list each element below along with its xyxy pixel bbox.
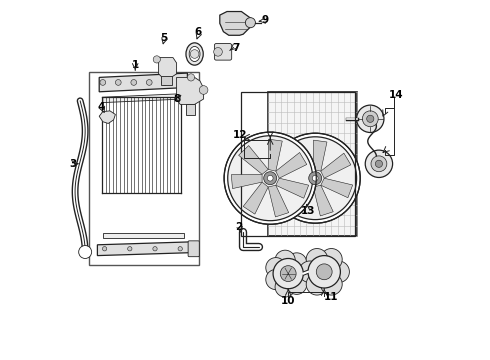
Polygon shape	[313, 140, 327, 171]
Circle shape	[320, 274, 342, 295]
Bar	[103, 233, 184, 238]
Circle shape	[275, 277, 295, 297]
Text: 4: 4	[98, 102, 105, 112]
Polygon shape	[289, 182, 313, 213]
Polygon shape	[98, 242, 189, 256]
Circle shape	[264, 172, 277, 185]
Circle shape	[275, 250, 295, 270]
Circle shape	[153, 56, 160, 63]
Text: 5: 5	[160, 33, 168, 43]
Text: 13: 13	[301, 206, 315, 216]
Circle shape	[79, 246, 92, 258]
Polygon shape	[276, 178, 309, 198]
Polygon shape	[103, 94, 184, 103]
Circle shape	[292, 264, 312, 284]
Circle shape	[178, 247, 182, 251]
Circle shape	[287, 253, 307, 273]
Polygon shape	[99, 111, 116, 123]
Circle shape	[224, 132, 316, 224]
Polygon shape	[313, 185, 333, 216]
Polygon shape	[277, 174, 307, 188]
Circle shape	[245, 18, 255, 28]
FancyBboxPatch shape	[215, 44, 232, 60]
Circle shape	[177, 80, 183, 85]
Circle shape	[320, 248, 342, 270]
Circle shape	[162, 80, 168, 85]
Text: 14: 14	[389, 90, 403, 100]
Text: 10: 10	[281, 296, 295, 306]
Circle shape	[306, 248, 328, 270]
Text: 12: 12	[233, 130, 247, 140]
Circle shape	[357, 105, 384, 132]
Text: 3: 3	[69, 159, 76, 169]
Polygon shape	[176, 77, 204, 104]
Circle shape	[371, 156, 387, 172]
Circle shape	[187, 74, 195, 81]
Polygon shape	[284, 147, 313, 174]
Circle shape	[299, 261, 320, 283]
Circle shape	[147, 80, 152, 85]
Text: 2: 2	[235, 222, 243, 232]
Text: 6: 6	[195, 27, 202, 37]
Polygon shape	[268, 139, 282, 171]
Circle shape	[309, 172, 321, 185]
Circle shape	[228, 136, 313, 221]
Circle shape	[190, 50, 199, 58]
Circle shape	[375, 160, 383, 167]
Circle shape	[153, 247, 157, 251]
Circle shape	[214, 48, 222, 56]
Circle shape	[131, 80, 137, 85]
Circle shape	[102, 247, 107, 251]
Polygon shape	[220, 12, 250, 35]
Text: 11: 11	[324, 292, 339, 302]
Polygon shape	[243, 182, 268, 214]
Polygon shape	[157, 58, 176, 77]
Bar	[242, 92, 355, 236]
Circle shape	[266, 258, 286, 278]
Polygon shape	[268, 185, 289, 217]
Circle shape	[367, 115, 374, 122]
Circle shape	[363, 111, 378, 127]
Circle shape	[316, 264, 332, 280]
Circle shape	[266, 269, 286, 289]
Circle shape	[100, 80, 106, 85]
Text: 1: 1	[132, 60, 139, 70]
FancyBboxPatch shape	[188, 241, 199, 257]
Bar	[90, 72, 199, 265]
Text: 7: 7	[232, 42, 240, 53]
Circle shape	[308, 256, 341, 288]
Ellipse shape	[189, 46, 200, 62]
Polygon shape	[276, 153, 307, 178]
Polygon shape	[231, 174, 262, 189]
Circle shape	[273, 258, 303, 289]
Circle shape	[328, 261, 349, 283]
Circle shape	[268, 175, 273, 181]
Circle shape	[312, 175, 318, 181]
Circle shape	[199, 86, 208, 94]
Ellipse shape	[186, 43, 203, 65]
Circle shape	[116, 80, 121, 85]
Circle shape	[287, 274, 307, 294]
Polygon shape	[321, 178, 353, 198]
Bar	[269, 92, 357, 236]
Polygon shape	[239, 145, 268, 174]
Text: 8: 8	[173, 94, 180, 104]
Polygon shape	[99, 73, 187, 92]
Bar	[162, 76, 172, 85]
Circle shape	[270, 133, 360, 223]
Text: 9: 9	[261, 15, 269, 25]
Polygon shape	[321, 153, 351, 178]
Circle shape	[127, 247, 132, 251]
Circle shape	[365, 150, 392, 177]
Bar	[186, 104, 195, 115]
Circle shape	[280, 266, 296, 282]
Circle shape	[306, 274, 328, 295]
Circle shape	[274, 137, 357, 220]
